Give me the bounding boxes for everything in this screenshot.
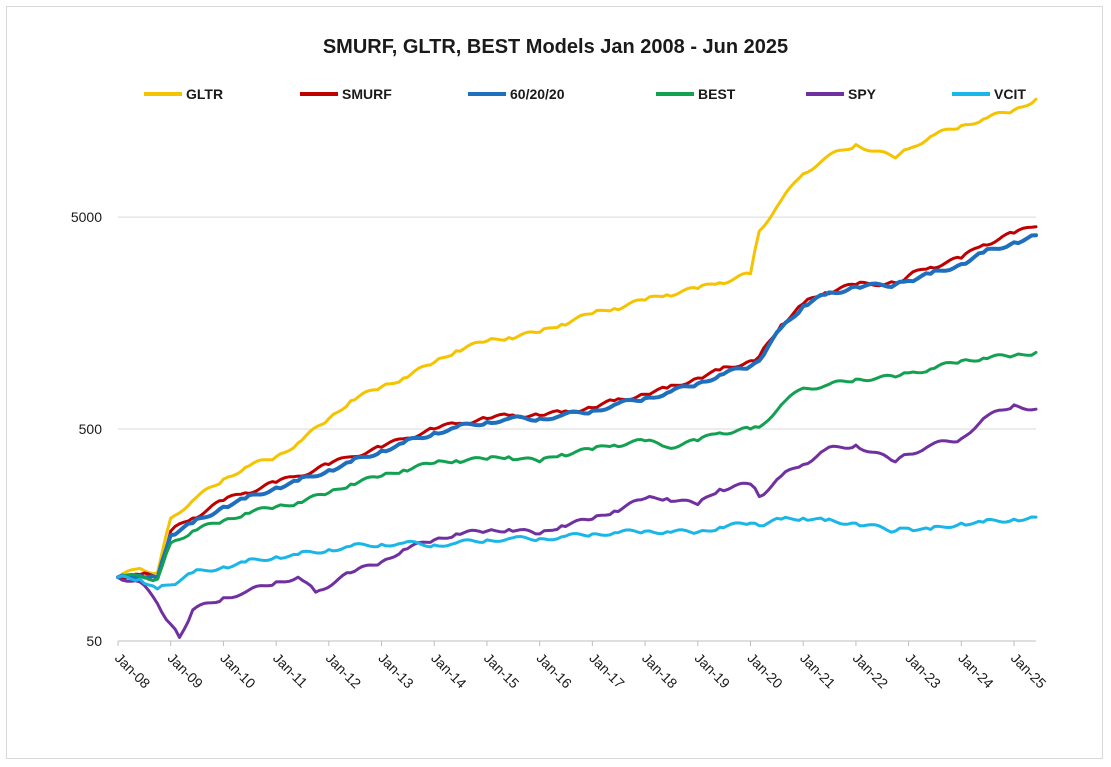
series-line-60-20-20 — [116, 233, 1038, 581]
gridlines — [117, 216, 1036, 646]
x-tick-label: Jan-15 — [481, 650, 523, 692]
legend-swatch — [300, 92, 338, 96]
legend-swatch — [468, 92, 506, 96]
x-tick-label: Jan-24 — [955, 650, 997, 692]
legend-label: BEST — [698, 86, 736, 102]
series-line-vcit — [116, 515, 1038, 591]
x-tick-label: Jan-18 — [639, 650, 681, 692]
legend-swatch — [144, 92, 182, 96]
x-tick-label: Jan-19 — [692, 650, 734, 692]
legend-swatch — [806, 92, 844, 96]
legend-item-gltr: GLTR — [144, 84, 223, 104]
y-tick-label: 5000 — [71, 209, 102, 225]
legend-label: VCIT — [994, 86, 1026, 102]
x-tick-label: Jan-25 — [1008, 650, 1050, 692]
x-tick-label: Jan-13 — [375, 650, 417, 692]
series-line-best — [116, 350, 1038, 583]
x-axis: Jan-08 Jan-09 Jan-10 Jan-11 Jan-12 Jan-13 Jan-… — [112, 650, 1050, 692]
x-tick-label: Jan-12 — [323, 650, 365, 692]
x-tick-label: Jan-17 — [586, 650, 628, 692]
x-tick-label: Jan-10 — [217, 650, 259, 692]
legend-item-vcit: VCIT — [952, 84, 1026, 104]
series-line-smurf — [116, 225, 1038, 581]
y-tick-label: 50 — [86, 633, 102, 649]
legend-label: GLTR — [186, 86, 224, 102]
x-tick-label: Jan-23 — [903, 650, 945, 692]
legend-label: 60/20/20 — [510, 86, 565, 102]
x-tick-label: Jan-11 — [270, 650, 311, 691]
legend-swatch — [952, 92, 990, 96]
legend-item-best: BEST — [656, 84, 735, 104]
x-tick-label: Jan-08 — [112, 650, 154, 692]
legend-item-smurf: SMURF — [300, 84, 392, 104]
series-lines — [116, 97, 1038, 639]
legend-swatch — [656, 92, 694, 96]
legend-label: SMURF — [342, 86, 392, 102]
x-tick-label: Jan-20 — [744, 650, 786, 692]
x-tick-label: Jan-21 — [797, 650, 839, 692]
chart-title: SMURF, GLTR, BEST Models Jan 2008 - Jun … — [322, 36, 789, 58]
x-tick-label: Jan-16 — [534, 650, 576, 692]
series-line-spy — [116, 403, 1038, 639]
legend-item-spy: SPY — [806, 84, 876, 104]
x-tick-label: Jan-14 — [428, 650, 470, 692]
x-tick-label: Jan-22 — [850, 650, 892, 692]
chart-frame — [6, 6, 1103, 759]
y-axis: 50 500 5000 — [71, 209, 102, 649]
series-line-gltr — [116, 97, 1038, 579]
legend-label: SPY — [848, 86, 877, 102]
legend-item-60-20-20: 60/20/20 — [468, 84, 565, 104]
x-tick-label: Jan-09 — [165, 650, 207, 692]
y-tick-label: 500 — [79, 421, 103, 437]
